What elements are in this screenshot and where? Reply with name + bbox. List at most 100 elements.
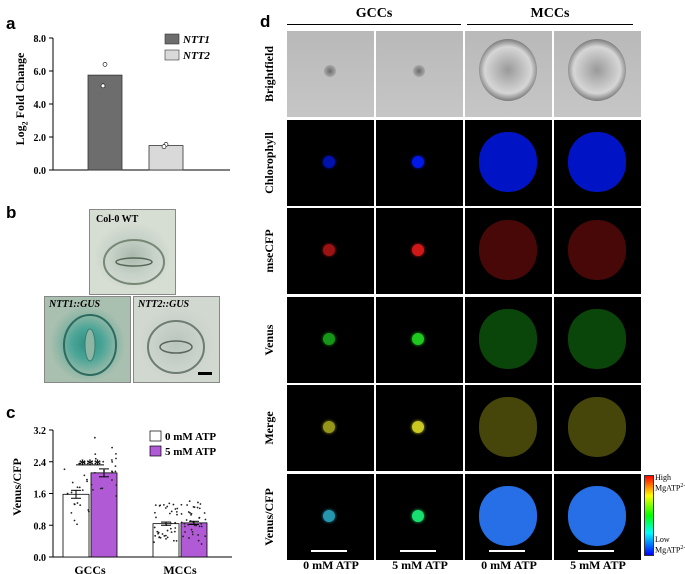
c-point [200, 522, 203, 525]
mesophyll-protoplast [568, 132, 626, 192]
c-point [187, 523, 190, 526]
c-point [180, 503, 183, 506]
scale-bar [578, 550, 614, 552]
a-ytick-label: 2.0 [34, 133, 47, 144]
micrograph-cell [376, 297, 463, 383]
mesophyll-protoplast [568, 397, 626, 457]
c-point [93, 471, 96, 474]
c-point [115, 484, 118, 486]
a-point [161, 144, 167, 149]
c-point [198, 516, 201, 519]
c-point [111, 479, 113, 481]
c-point [174, 527, 177, 529]
micrograph-cell [465, 385, 552, 471]
micrograph-cell [376, 208, 463, 294]
c-point [70, 491, 73, 494]
c-point [78, 486, 81, 489]
c-point [176, 507, 179, 510]
a-bar [148, 145, 184, 171]
c-point [180, 521, 183, 524]
micrograph-cell [465, 208, 552, 294]
c-point [154, 534, 157, 537]
c-point [66, 492, 69, 495]
mesophyll-protoplast [568, 309, 626, 369]
c-bar [62, 493, 90, 558]
c-point [165, 537, 167, 540]
row-label-chlorophyll: Chlorophyll [262, 132, 276, 194]
c-ytick-label: 0.8 [34, 521, 47, 532]
c-point [200, 525, 203, 528]
panel-a-label: a [6, 14, 16, 33]
c-legend-label: 5 mM ATP [165, 446, 216, 458]
micrograph-cell [554, 297, 641, 383]
c-point [203, 512, 206, 514]
c-point [155, 516, 157, 519]
c-ytick-label: 0.0 [34, 553, 47, 564]
c-ytick-label: 2.4 [34, 458, 47, 469]
a-point [102, 62, 108, 67]
row-label-brightfield: Brightfield [262, 46, 276, 102]
c-point [157, 531, 160, 534]
c-point [87, 509, 90, 511]
ntt1-label: NTT1::GUS [49, 299, 101, 310]
c-point [111, 461, 114, 463]
micrograph-cell [465, 120, 552, 206]
c-point [111, 471, 114, 473]
panel-c-label: c [6, 403, 16, 422]
c-point [204, 518, 207, 521]
colorbar-high-unit-text: MgATP [655, 483, 681, 493]
c-point [159, 536, 162, 539]
c-point [110, 459, 113, 461]
micrograph-cell [287, 297, 374, 383]
c-point [188, 537, 190, 539]
wt-micrograph: Col-0 WT [89, 209, 176, 295]
c-point [153, 526, 156, 529]
c-point [158, 536, 161, 539]
colorbar-low-unit-sup: 2- [680, 545, 685, 551]
c-point [166, 529, 169, 532]
colorbar-low-unit-text: MgATP [655, 545, 681, 555]
mesophyll-protoplast [479, 397, 537, 457]
c-point [76, 502, 79, 504]
c-point [173, 530, 176, 533]
a-ytick-label: 4.0 [34, 100, 47, 111]
c-point [188, 500, 191, 503]
c-point [71, 481, 74, 484]
col-label-1: 0 mM ATP [303, 558, 359, 572]
ntt2-gus-micrograph: NTT2::GUS [133, 296, 220, 383]
c-point [79, 504, 82, 507]
c-point [73, 503, 76, 505]
c-point [70, 511, 73, 514]
guard-cell-protoplast [412, 510, 424, 522]
c-point [187, 511, 190, 513]
c-point [186, 504, 189, 506]
colorbar-high-unit-sup: 2- [680, 483, 685, 489]
micrograph-cell [287, 120, 374, 206]
panel-d-label: d [260, 12, 271, 31]
a-legend-label: NTT2 [182, 50, 210, 62]
c-bar [180, 522, 208, 558]
micrograph-cell [376, 474, 463, 560]
colorbar-high-text: High [655, 473, 671, 482]
c-significance: *** [79, 457, 102, 473]
guard-cell-protoplast [323, 510, 335, 522]
c-point [164, 507, 167, 509]
row-label-msecfp: mseCFP [262, 229, 276, 273]
scale-bar [198, 372, 212, 375]
c-point [102, 460, 105, 463]
c-point [111, 446, 113, 449]
c-point [190, 513, 192, 516]
c-point [101, 487, 104, 490]
guard-cell-protoplast [412, 156, 424, 168]
mesophyll-protoplast [479, 486, 537, 546]
gccs-header: GCCs [287, 6, 461, 25]
c-point [114, 470, 117, 473]
c-point [174, 521, 177, 524]
a-ytick-label: 8.0 [34, 34, 47, 45]
c-point [81, 489, 84, 492]
c-point [197, 501, 199, 504]
mesophyll-protoplast [568, 220, 626, 280]
a-legend-label: NTT1 [182, 34, 210, 46]
c-point [191, 533, 194, 536]
c-point [198, 525, 201, 528]
